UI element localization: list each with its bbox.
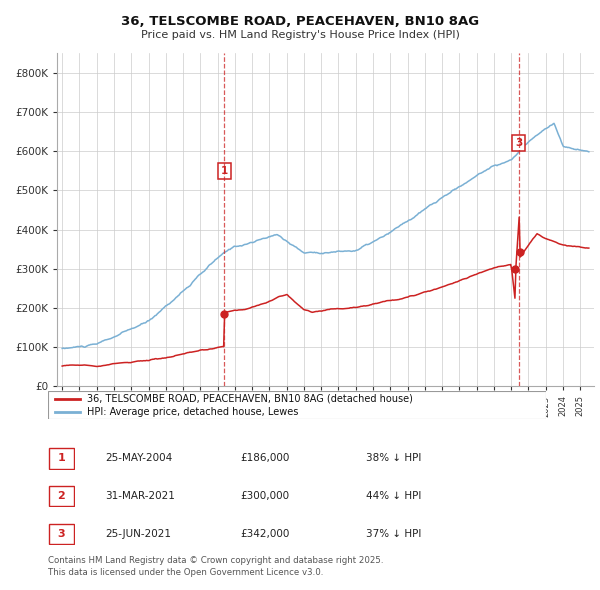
Text: 25-JUN-2021: 25-JUN-2021 bbox=[105, 529, 171, 539]
Text: 36, TELSCOMBE ROAD, PEACEHAVEN, BN10 8AG: 36, TELSCOMBE ROAD, PEACEHAVEN, BN10 8AG bbox=[121, 15, 479, 28]
Text: 3: 3 bbox=[58, 529, 65, 539]
Text: 44% ↓ HPI: 44% ↓ HPI bbox=[366, 491, 421, 501]
FancyBboxPatch shape bbox=[49, 448, 74, 468]
Text: Contains HM Land Registry data © Crown copyright and database right 2025.
This d: Contains HM Land Registry data © Crown c… bbox=[48, 556, 383, 576]
Text: £186,000: £186,000 bbox=[240, 454, 289, 463]
Text: 1: 1 bbox=[58, 454, 65, 463]
FancyBboxPatch shape bbox=[49, 486, 74, 506]
Text: 38% ↓ HPI: 38% ↓ HPI bbox=[366, 454, 421, 463]
Text: 3: 3 bbox=[515, 138, 523, 148]
FancyBboxPatch shape bbox=[48, 391, 546, 419]
Text: 31-MAR-2021: 31-MAR-2021 bbox=[105, 491, 175, 501]
Text: £300,000: £300,000 bbox=[240, 491, 289, 501]
Text: HPI: Average price, detached house, Lewes: HPI: Average price, detached house, Lewe… bbox=[87, 407, 298, 417]
Text: 2: 2 bbox=[58, 491, 65, 501]
Text: 25-MAY-2004: 25-MAY-2004 bbox=[105, 454, 172, 463]
Text: 36, TELSCOMBE ROAD, PEACEHAVEN, BN10 8AG (detached house): 36, TELSCOMBE ROAD, PEACEHAVEN, BN10 8AG… bbox=[87, 394, 413, 404]
FancyBboxPatch shape bbox=[49, 524, 74, 544]
Text: Price paid vs. HM Land Registry's House Price Index (HPI): Price paid vs. HM Land Registry's House … bbox=[140, 30, 460, 40]
Text: £342,000: £342,000 bbox=[240, 529, 289, 539]
Text: 37% ↓ HPI: 37% ↓ HPI bbox=[366, 529, 421, 539]
Text: 1: 1 bbox=[221, 166, 228, 176]
